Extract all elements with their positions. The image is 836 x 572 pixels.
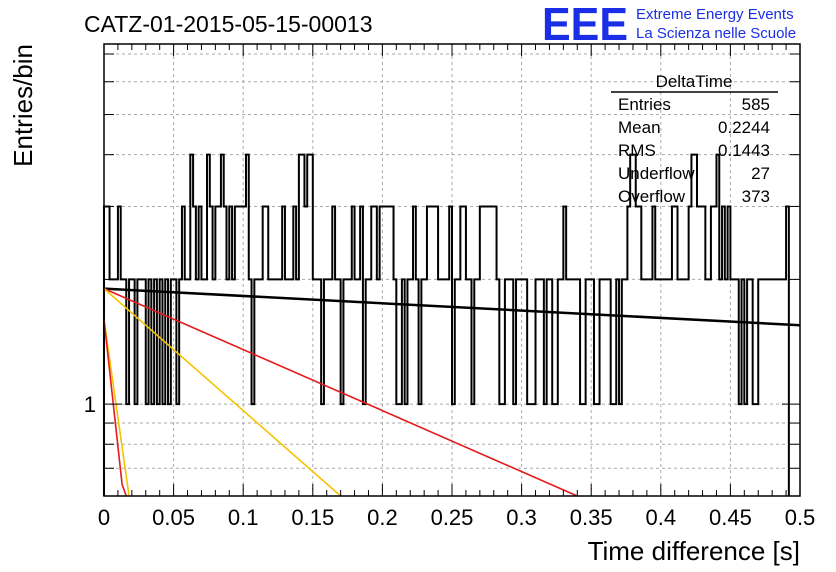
x-tick-labels: 0 0.05 0.1 0.15 0.2 0.25 0.3 0.35 0.4 0.45 0.5	[98, 505, 815, 530]
x-tick-label: 0.15	[291, 505, 334, 530]
x-axis-label: Time difference [s]	[588, 536, 800, 566]
stats-label: Mean	[618, 118, 661, 137]
stats-value: 585	[742, 95, 770, 114]
histogram-outline	[103, 153, 790, 496]
fit-line	[103, 319, 130, 497]
x-tick-label: 0.3	[506, 505, 537, 530]
y-axis-label: Entries/bin	[8, 44, 38, 167]
stats-value: 0.1443	[718, 141, 770, 160]
stats-label: Overflow	[618, 187, 686, 206]
stats-box-title: DeltaTime	[656, 72, 733, 91]
x-tick-label: 0.25	[431, 505, 474, 530]
eee-logo: EEE Extreme Energy Events La Scienza nel…	[542, 0, 796, 50]
axis-ticks	[103, 44, 801, 497]
stats-value: 373	[742, 187, 770, 206]
fit-line	[103, 288, 342, 497]
fit-line	[103, 319, 128, 497]
x-tick-label: 0	[98, 505, 110, 530]
x-tick-label: 0.2	[367, 505, 398, 530]
x-tick-label: 0.5	[785, 505, 816, 530]
fit-line	[103, 287, 578, 497]
x-tick-label: 0.1	[228, 505, 259, 530]
stats-label: RMS	[618, 141, 656, 160]
stats-rows: Entries 585 Mean 0.2244 RMS 0.1443 Underflow 27…	[618, 95, 770, 206]
histogram	[103, 153, 790, 496]
eee-logo-mark: EEE	[542, 0, 628, 50]
stats-box: DeltaTime Entries 585 Mean 0.2244 RMS 0.1443 U…	[611, 72, 778, 206]
stats-label: Underflow	[618, 164, 695, 183]
stats-label: Entries	[618, 95, 671, 114]
x-tick-label: 0.35	[570, 505, 613, 530]
eee-logo-line2: La Scienza nelle Scuole	[636, 25, 796, 42]
x-tick-label: 0.45	[709, 505, 752, 530]
chart-title: CATZ-01-2015-05-15-00013	[84, 11, 373, 37]
eee-logo-line1: Extreme Energy Events	[636, 6, 794, 23]
stats-value: 27	[751, 164, 770, 183]
y-tick-labels: 1	[84, 392, 96, 417]
y-tick-label: 1	[84, 392, 96, 417]
x-tick-label: 0.4	[646, 505, 677, 530]
fit-line	[103, 287, 801, 327]
fit-lines	[103, 287, 801, 497]
x-tick-label: 0.05	[152, 505, 195, 530]
stats-value: 0.2244	[718, 118, 770, 137]
